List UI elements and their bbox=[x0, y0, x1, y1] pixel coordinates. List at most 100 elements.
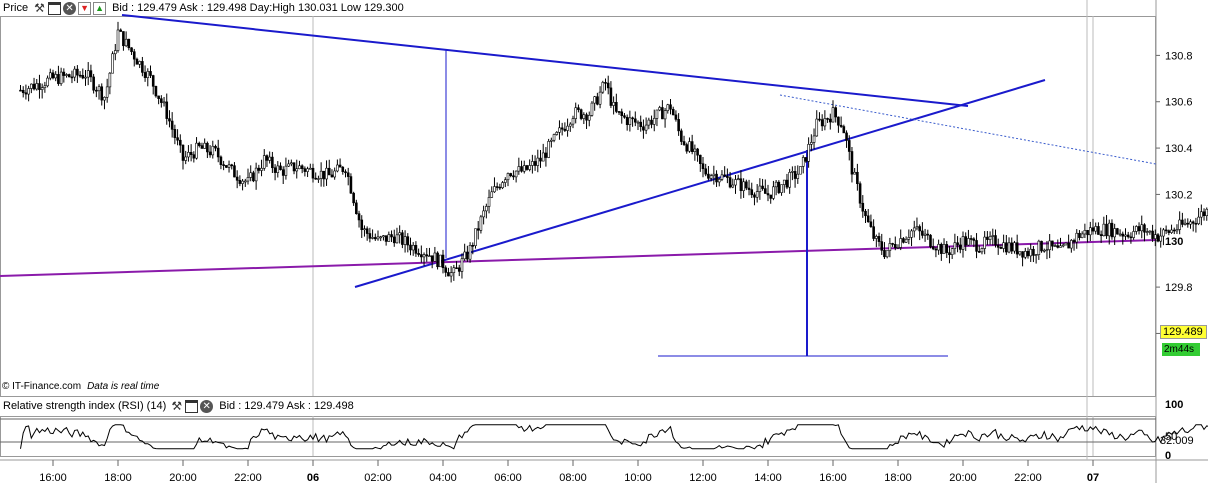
candle-body bbox=[290, 162, 293, 165]
candle-body bbox=[1153, 234, 1157, 239]
candle-body bbox=[1183, 222, 1187, 225]
candle-body bbox=[468, 245, 472, 260]
close-icon[interactable]: ✕ bbox=[200, 399, 214, 413]
candle-body bbox=[921, 230, 924, 236]
candle-body bbox=[281, 169, 285, 176]
candle-body bbox=[371, 237, 374, 239]
candle-body bbox=[187, 152, 190, 158]
candle-body bbox=[1048, 240, 1051, 250]
candle-body bbox=[108, 72, 112, 88]
candle-body bbox=[495, 186, 499, 188]
y-tick-label: 130.8 bbox=[1165, 50, 1193, 62]
candle-body bbox=[46, 77, 49, 87]
candle-body bbox=[552, 134, 556, 141]
candle-body bbox=[685, 144, 689, 152]
candle-body bbox=[590, 102, 594, 116]
candle-body bbox=[555, 132, 559, 135]
candle-body bbox=[357, 213, 361, 221]
candle-body bbox=[59, 71, 63, 84]
candle-body bbox=[904, 238, 908, 243]
candle-body bbox=[891, 243, 894, 245]
candle-body bbox=[241, 180, 244, 184]
candle-body bbox=[119, 29, 123, 32]
y-tick-label: 130 bbox=[1165, 236, 1183, 248]
rsi-quote: Bid : 129.479 Ask : 129.498 bbox=[219, 400, 354, 412]
candle-body bbox=[1113, 228, 1116, 238]
candle-body bbox=[43, 85, 47, 88]
candle-body bbox=[1116, 228, 1119, 235]
candle-body bbox=[807, 144, 810, 162]
x-tick-label: 02:00 bbox=[364, 472, 392, 483]
candle-body bbox=[772, 186, 775, 199]
candle-body bbox=[967, 238, 970, 246]
candle-body bbox=[698, 154, 702, 164]
candle-body bbox=[295, 168, 299, 172]
candle-body bbox=[658, 107, 661, 111]
candle-body bbox=[132, 51, 136, 60]
window-icon[interactable] bbox=[48, 1, 62, 15]
candle-body bbox=[1018, 251, 1022, 255]
arrow-down-icon[interactable]: ▼ bbox=[78, 1, 92, 15]
candle-body bbox=[173, 129, 177, 138]
candle-body bbox=[368, 233, 372, 239]
candle-body bbox=[284, 165, 288, 176]
candle-body bbox=[642, 126, 645, 131]
candle-body bbox=[141, 61, 144, 73]
candle-body bbox=[287, 163, 290, 167]
candle-body bbox=[249, 172, 253, 178]
candle-body bbox=[845, 132, 848, 141]
rsi-series bbox=[20, 424, 1208, 450]
candle-body bbox=[671, 108, 675, 116]
candle-body bbox=[235, 176, 239, 181]
candle-body bbox=[319, 170, 323, 179]
candle-body bbox=[907, 237, 911, 240]
candle-body bbox=[826, 118, 829, 120]
candle-body bbox=[931, 246, 935, 250]
candle-body bbox=[926, 233, 930, 236]
price-panel-frame bbox=[0, 16, 1156, 397]
candle-body bbox=[1107, 222, 1111, 237]
window-icon[interactable] bbox=[185, 399, 199, 413]
candle-body bbox=[138, 61, 141, 65]
candle-body bbox=[910, 230, 913, 238]
candle-body bbox=[709, 175, 713, 179]
candle-body bbox=[598, 91, 602, 105]
candle-body bbox=[544, 152, 548, 158]
candle-body bbox=[620, 111, 624, 116]
candle-body bbox=[940, 243, 943, 254]
candle-body bbox=[1132, 231, 1135, 238]
candle-body bbox=[1053, 245, 1057, 247]
candle-body bbox=[444, 267, 448, 273]
close-icon[interactable]: ✕ bbox=[63, 1, 77, 15]
candle-body bbox=[1045, 249, 1049, 251]
candle-body bbox=[782, 179, 786, 185]
candle-body bbox=[276, 165, 280, 173]
candle-body bbox=[346, 172, 350, 177]
candle-body bbox=[474, 228, 477, 246]
candle-body bbox=[184, 156, 188, 161]
vertical-gridlines bbox=[312, 0, 1094, 460]
candle-body bbox=[533, 161, 537, 166]
x-tick-label: 08:00 bbox=[559, 472, 587, 483]
candle-body bbox=[644, 124, 648, 131]
candle-body bbox=[639, 121, 643, 128]
candle-body bbox=[1034, 254, 1038, 256]
candle-body bbox=[103, 96, 106, 101]
candle-body bbox=[252, 172, 255, 182]
candle-body bbox=[1005, 242, 1008, 253]
candle-body bbox=[214, 145, 217, 149]
arrow-up-icon[interactable]: ▲ bbox=[93, 1, 107, 15]
candle-body bbox=[566, 125, 569, 131]
wrench-icon[interactable]: ⚒ bbox=[171, 398, 183, 413]
candle-body bbox=[32, 83, 36, 90]
candle-body bbox=[122, 31, 125, 47]
candle-body bbox=[793, 171, 797, 179]
candle-body bbox=[1143, 224, 1146, 233]
candle-body bbox=[853, 171, 856, 175]
candle-body bbox=[663, 110, 667, 120]
wrench-icon[interactable]: ⚒ bbox=[34, 0, 45, 15]
candle-body bbox=[1189, 221, 1192, 225]
candle-body bbox=[197, 142, 201, 146]
candle-body bbox=[761, 185, 764, 189]
